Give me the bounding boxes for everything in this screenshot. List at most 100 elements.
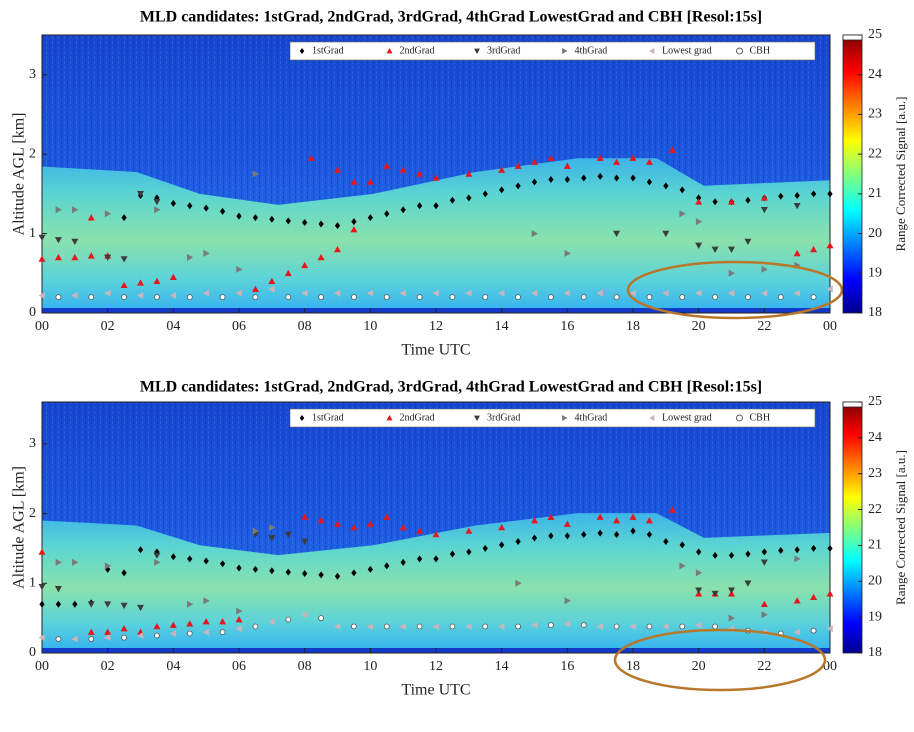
data-point xyxy=(679,562,686,570)
data-point xyxy=(548,532,554,540)
data-point xyxy=(153,552,161,559)
colorbar-tick-label: 23 xyxy=(868,107,882,122)
x-tick-label: 16 xyxy=(560,319,574,334)
data-point xyxy=(104,634,111,642)
data-point xyxy=(744,238,752,246)
data-point xyxy=(169,273,177,281)
data-point xyxy=(663,537,669,545)
data-point xyxy=(810,190,817,198)
data-point xyxy=(564,176,570,184)
data-point xyxy=(137,292,144,300)
data-point xyxy=(432,623,439,631)
data-point xyxy=(794,191,800,199)
data-point xyxy=(564,597,571,605)
data-point xyxy=(761,265,768,273)
data-point xyxy=(416,170,424,177)
data-point xyxy=(154,294,160,301)
data-point xyxy=(383,623,390,630)
data-point xyxy=(318,294,324,301)
data-point xyxy=(169,621,177,628)
data-point xyxy=(760,600,768,607)
data-point xyxy=(564,249,571,257)
data-point xyxy=(810,593,818,601)
panel: MLD candidates: 1stGrad, 2ndGrad, 3rdGra… xyxy=(11,9,908,359)
data-point xyxy=(88,636,95,642)
data-point xyxy=(153,623,161,630)
data-point xyxy=(203,204,209,212)
data-point xyxy=(399,166,407,173)
data-point xyxy=(334,520,341,527)
data-point xyxy=(827,190,833,198)
y-tick-label: 1 xyxy=(29,226,36,241)
data-point xyxy=(433,202,439,210)
colorbar-tick-label: 18 xyxy=(868,305,882,320)
data-point xyxy=(318,571,324,579)
data-point xyxy=(596,289,603,297)
data-point xyxy=(515,537,521,545)
data-point xyxy=(350,178,358,185)
data-point xyxy=(449,550,456,558)
data-point xyxy=(826,241,834,249)
data-point xyxy=(778,547,784,555)
data-point xyxy=(646,530,653,538)
data-point xyxy=(87,214,95,221)
data-point xyxy=(679,541,685,549)
y-axis-label: Altitude AGL [km] xyxy=(11,466,28,589)
data-point xyxy=(531,178,538,186)
data-point xyxy=(645,158,653,165)
data-point xyxy=(563,162,571,169)
data-point xyxy=(269,215,275,223)
data-point xyxy=(334,623,341,631)
data-point xyxy=(120,602,128,610)
data-point xyxy=(629,513,637,520)
data-point xyxy=(252,527,259,535)
data-point xyxy=(679,210,686,218)
data-point xyxy=(482,544,488,552)
data-point xyxy=(760,194,768,201)
data-point xyxy=(285,568,291,576)
data-point xyxy=(38,583,46,591)
data-point xyxy=(498,166,506,173)
data-point xyxy=(252,623,259,630)
data-point xyxy=(104,601,112,608)
colorbar-tick-label: 19 xyxy=(868,609,882,624)
data-point xyxy=(268,285,275,293)
legend-marker xyxy=(736,47,743,55)
data-point xyxy=(400,206,406,214)
data-point xyxy=(87,252,95,259)
data-point xyxy=(465,170,473,177)
data-point xyxy=(54,253,62,261)
data-point xyxy=(55,600,62,608)
data-point xyxy=(383,162,391,169)
data-point xyxy=(307,154,315,161)
data-point xyxy=(663,182,669,190)
data-point xyxy=(646,178,653,186)
colorbar-tick-label: 19 xyxy=(868,266,882,281)
data-point xyxy=(186,253,194,261)
data-point xyxy=(728,246,735,253)
legend-marker xyxy=(386,415,393,421)
data-point xyxy=(38,234,46,242)
data-point xyxy=(334,572,341,580)
data-point xyxy=(695,198,703,205)
data-point xyxy=(596,513,604,520)
data-point xyxy=(72,600,78,608)
data-point xyxy=(761,548,767,556)
data-point xyxy=(202,628,209,636)
data-point xyxy=(235,289,242,297)
data-point xyxy=(515,294,521,301)
data-point xyxy=(54,237,62,244)
data-point xyxy=(383,513,391,520)
data-point xyxy=(38,292,45,300)
data-point xyxy=(793,597,801,604)
data-point xyxy=(317,253,325,261)
legend-label: 1stGrad xyxy=(312,412,344,423)
legend-marker xyxy=(299,415,305,421)
data-point xyxy=(668,506,676,513)
colorbar-tick-label: 20 xyxy=(868,226,882,241)
data-point xyxy=(87,628,95,635)
data-point xyxy=(121,214,127,222)
data-point xyxy=(399,524,407,531)
data-point xyxy=(384,562,390,570)
data-point xyxy=(563,620,571,628)
